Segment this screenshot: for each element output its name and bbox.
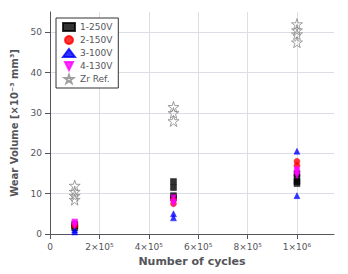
svg-text:Zr Ref.: Zr Ref. xyxy=(80,74,110,84)
svg-text:20: 20 xyxy=(31,148,43,158)
svg-text:1-250V: 1-250V xyxy=(80,22,113,32)
svg-text:Wear Volume [×10⁻³ mm³]: Wear Volume [×10⁻³ mm³] xyxy=(9,49,20,197)
svg-text:30: 30 xyxy=(31,108,43,118)
svg-text:Number of cycles: Number of cycles xyxy=(138,255,246,268)
svg-text:2-150V: 2-150V xyxy=(80,35,113,45)
svg-text:4-130V: 4-130V xyxy=(80,61,113,71)
svg-text:8×10⁵: 8×10⁵ xyxy=(233,242,262,252)
svg-text:40: 40 xyxy=(31,68,43,78)
svg-text:10: 10 xyxy=(31,189,43,199)
svg-text:50: 50 xyxy=(31,27,43,37)
svg-text:0: 0 xyxy=(47,242,53,252)
svg-text:3-100V: 3-100V xyxy=(80,48,113,58)
svg-text:0: 0 xyxy=(36,229,42,239)
svg-text:4×10⁵: 4×10⁵ xyxy=(135,242,164,252)
svg-text:2×10⁵: 2×10⁵ xyxy=(85,242,114,252)
svg-text:1×10⁶: 1×10⁶ xyxy=(283,242,312,252)
svg-text:6×10⁵: 6×10⁵ xyxy=(184,242,213,252)
